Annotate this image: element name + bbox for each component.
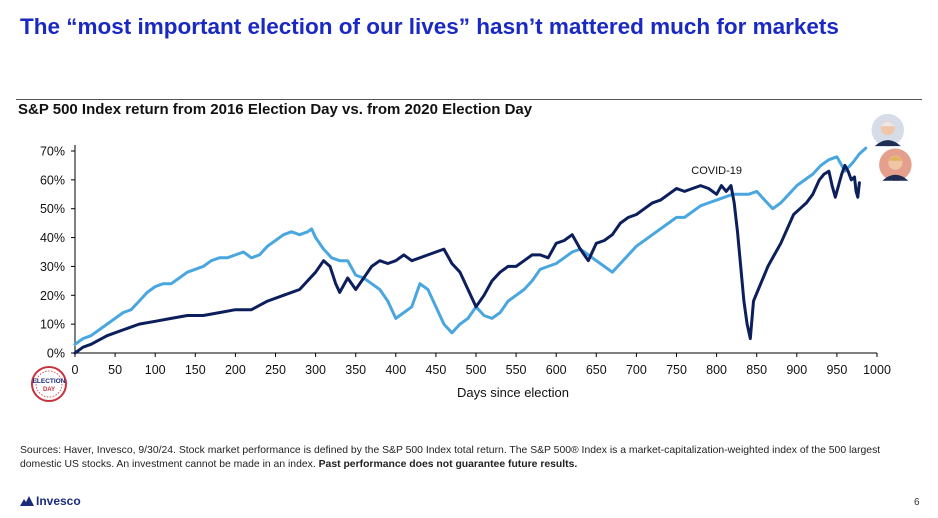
x-tick-label: 400 — [385, 363, 406, 377]
y-tick-label: 40% — [40, 231, 65, 245]
y-tick-label: 70% — [40, 145, 65, 159]
page-number: 6 — [914, 497, 920, 508]
y-tick-label: 10% — [40, 318, 65, 332]
x-tick-label: 800 — [706, 363, 727, 377]
y-tick-label: 0% — [47, 347, 65, 361]
series-line — [73, 146, 868, 346]
x-tick-label: 850 — [746, 363, 767, 377]
x-tick-label: 650 — [586, 363, 607, 377]
invesco-mountain-icon — [20, 496, 34, 506]
x-tick-label: 450 — [425, 363, 446, 377]
x-tick-label: 50 — [108, 363, 122, 377]
invesco-logo-text: Invesco — [36, 494, 81, 508]
svg-text:DAY: DAY — [43, 387, 55, 393]
trump-portrait-icon — [877, 146, 914, 183]
x-tick-label: 900 — [786, 363, 807, 377]
x-tick-label: 300 — [305, 363, 326, 377]
x-tick-label: 600 — [546, 363, 567, 377]
x-tick-label: 500 — [466, 363, 487, 377]
x-tick-label: 350 — [345, 363, 366, 377]
series-line — [73, 163, 861, 355]
x-tick-label: 150 — [185, 363, 206, 377]
sources-text: Sources: Haver, Invesco, 9/30/24. Stock … — [20, 445, 881, 470]
biden-portrait-icon — [870, 112, 906, 148]
x-tick-label: 1000 — [863, 363, 891, 377]
x-tick-label: 750 — [666, 363, 687, 377]
y-tick-label: 30% — [40, 260, 65, 274]
x-tick-label: 550 — [506, 363, 527, 377]
sources-note: Sources: Haver, Invesco, 9/30/24. Stock … — [20, 444, 910, 471]
y-tick-label: 50% — [40, 202, 65, 216]
sources-disclaimer: Past performance does not guarantee futu… — [318, 458, 578, 470]
chart-title: S&P 500 Index return from 2016 Election … — [18, 101, 533, 118]
invesco-logo: Invesco — [20, 494, 81, 508]
y-tick-label: 60% — [40, 173, 65, 187]
page-title: The “most important election of our live… — [20, 14, 839, 39]
line-chart: 0% 10% 20% 30% 40% 50% 60% 70% 0 50 100 150 200 250 30… — [31, 112, 914, 402]
election-day-seal-icon: ELECTION DAY — [31, 366, 67, 402]
x-tick-label: 0 — [72, 363, 79, 377]
x-tick-label: 950 — [826, 363, 847, 377]
x-tick-label: 100 — [145, 363, 166, 377]
y-tick-label: 20% — [40, 289, 65, 303]
x-tick-label: 700 — [626, 363, 647, 377]
covid-annotation: COVID-19 — [691, 165, 742, 177]
x-tick-label: 250 — [265, 363, 286, 377]
svg-text:ELECTION: ELECTION — [33, 378, 66, 385]
x-axis-label: Days since election — [457, 385, 569, 400]
x-tick-label: 200 — [225, 363, 246, 377]
title-divider — [16, 99, 922, 100]
